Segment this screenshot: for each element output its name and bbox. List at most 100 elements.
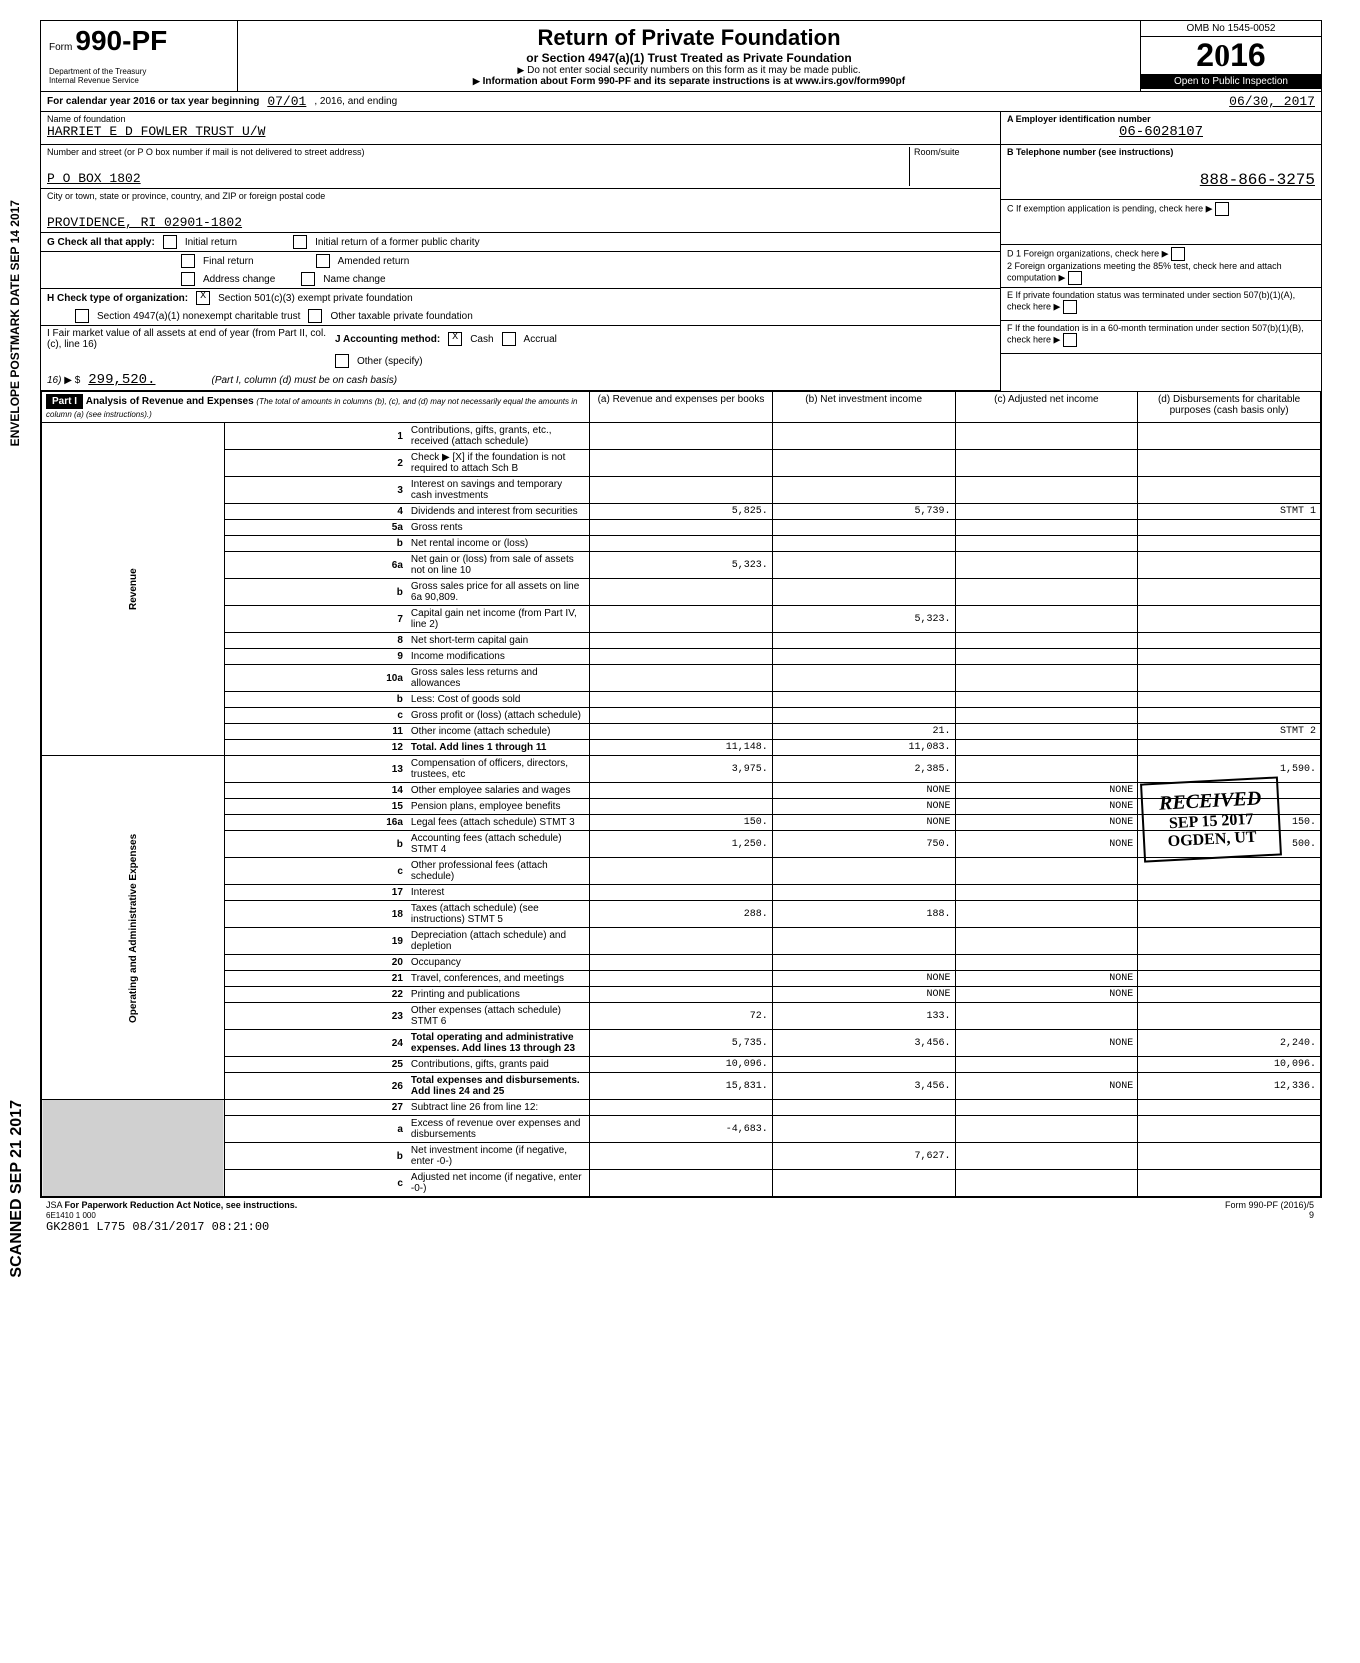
cell-a xyxy=(590,536,773,552)
cell-a: 72. xyxy=(590,1003,773,1030)
cell-a xyxy=(590,665,773,692)
row-number: 13 xyxy=(224,756,407,783)
j-note: (Part I, column (d) must be on cash basi… xyxy=(211,375,397,386)
subtitle3: Information about Form 990-PF and its se… xyxy=(242,76,1136,87)
cell-d xyxy=(1138,740,1321,756)
d1-checkbox[interactable] xyxy=(1171,247,1185,261)
dept-treasury: Department of the Treasury xyxy=(49,67,229,76)
name-label: Name of foundation xyxy=(47,114,994,124)
city-label: City or town, state or province, country… xyxy=(47,191,994,201)
row-desc: Printing and publications xyxy=(407,987,590,1003)
cell-c: NONE xyxy=(955,783,1138,799)
initial-checkbox[interactable] xyxy=(163,235,177,249)
cell-d xyxy=(1138,1116,1321,1143)
e-checkbox[interactable] xyxy=(1063,300,1077,314)
cell-b: 750. xyxy=(772,831,955,858)
form-990pf: Form 990-PF Department of the Treasury I… xyxy=(40,20,1322,1198)
row-desc: Total operating and administrative expen… xyxy=(407,1030,590,1057)
final-checkbox[interactable] xyxy=(181,254,195,268)
f-checkbox[interactable] xyxy=(1063,333,1077,347)
cell-c: NONE xyxy=(955,1073,1138,1100)
ein-label: A Employer identification number xyxy=(1007,114,1151,124)
table-row: 10aGross sales less returns and allowanc… xyxy=(42,665,1321,692)
ein-value: 06-6028107 xyxy=(1007,124,1315,140)
city-row: City or town, state or province, country… xyxy=(41,189,1000,233)
row-number: 26 xyxy=(224,1073,407,1100)
cell-a: 10,096. xyxy=(590,1057,773,1073)
year-box: OMB No 1545-0052 2016 Open to Public Ins… xyxy=(1140,21,1321,91)
row-desc: Income modifications xyxy=(407,649,590,665)
address-change-checkbox[interactable] xyxy=(181,272,195,286)
i-label: I Fair market value of all assets at end… xyxy=(47,328,327,350)
h-label: H Check type of organization: xyxy=(47,293,188,304)
row-desc: Excess of revenue over expenses and disb… xyxy=(407,1116,590,1143)
cell-c xyxy=(955,606,1138,633)
h-other-checkbox[interactable] xyxy=(308,309,322,323)
cell-c xyxy=(955,756,1138,783)
table-row: bAccounting fees (attach schedule) STMT … xyxy=(42,831,1321,858)
cell-d xyxy=(1138,1100,1321,1116)
h-4947-checkbox[interactable] xyxy=(75,309,89,323)
cell-b: NONE xyxy=(772,815,955,831)
room-label: Room/suite xyxy=(914,147,994,157)
j-other-checkbox[interactable] xyxy=(335,354,349,368)
footer-batch: GK2801 L775 08/31/2017 08:21:00 xyxy=(46,1220,269,1234)
row-desc: Total expenses and disbursements. Add li… xyxy=(407,1073,590,1100)
row-number: 18 xyxy=(224,901,407,928)
cell-a: 3,975. xyxy=(590,756,773,783)
row-number: b xyxy=(224,579,407,606)
jsa: JSA xyxy=(46,1200,62,1210)
cell-d xyxy=(1138,423,1321,450)
g-row3: Address change Name change xyxy=(41,270,1000,289)
cell-d xyxy=(1138,885,1321,901)
j-cash-checkbox[interactable]: X xyxy=(448,332,462,346)
initial-former-checkbox[interactable] xyxy=(293,235,307,249)
d2-checkbox[interactable] xyxy=(1068,271,1082,285)
j-accrual-checkbox[interactable] xyxy=(502,332,516,346)
cell-c xyxy=(955,901,1138,928)
foundation-address: P O BOX 1802 xyxy=(47,171,909,186)
cell-d xyxy=(1138,633,1321,649)
footer: JSA For Paperwork Reduction Act Notice, … xyxy=(40,1198,1320,1236)
name-change-checkbox[interactable] xyxy=(301,272,315,286)
cell-b: 7,627. xyxy=(772,1143,955,1170)
table-row: 18Taxes (attach schedule) (see instructi… xyxy=(42,901,1321,928)
c-checkbox[interactable] xyxy=(1215,202,1229,216)
row-desc: Net investment income (if negative, ente… xyxy=(407,1143,590,1170)
row-number: b xyxy=(224,536,407,552)
table-row: 2Check ▶ [X] if the foundation is not re… xyxy=(42,450,1321,477)
table-row: 14Other employee salaries and wagesNONEN… xyxy=(42,783,1321,799)
row-desc: Interest xyxy=(407,885,590,901)
cell-d xyxy=(1138,1143,1321,1170)
cell-d xyxy=(1138,665,1321,692)
row-number: 14 xyxy=(224,783,407,799)
cell-b xyxy=(772,1100,955,1116)
cell-b xyxy=(772,423,955,450)
row-desc: Taxes (attach schedule) (see instruction… xyxy=(407,901,590,928)
foundation-city: PROVIDENCE, RI 02901-1802 xyxy=(47,215,994,230)
row-desc: Gross sales price for all assets on line… xyxy=(407,579,590,606)
cell-a xyxy=(590,987,773,1003)
h-501c3-checkbox[interactable]: X xyxy=(196,291,210,305)
cell-a xyxy=(590,708,773,724)
row-desc: Capital gain net income (from Part IV, l… xyxy=(407,606,590,633)
scanned-stamp: SCANNED SEP 21 2017 xyxy=(8,1100,26,1278)
cell-c xyxy=(955,885,1138,901)
cell-d xyxy=(1138,858,1321,885)
cell-a: 15,831. xyxy=(590,1073,773,1100)
table-row: bLess: Cost of goods sold xyxy=(42,692,1321,708)
row-desc: Occupancy xyxy=(407,955,590,971)
cell-c xyxy=(955,552,1138,579)
cell-a xyxy=(590,450,773,477)
row-number: 24 xyxy=(224,1030,407,1057)
amended-checkbox[interactable] xyxy=(316,254,330,268)
cell-b: NONE xyxy=(772,971,955,987)
cell-d: 12,336. xyxy=(1138,1073,1321,1100)
cell-b xyxy=(772,649,955,665)
table-row: 20Occupancy xyxy=(42,955,1321,971)
row-number: 8 xyxy=(224,633,407,649)
cell-d xyxy=(1138,692,1321,708)
row-desc: Contributions, gifts, grants paid xyxy=(407,1057,590,1073)
part1-title: Analysis of Revenue and Expenses xyxy=(86,396,254,407)
fmv-value: 299,520. xyxy=(88,372,155,388)
